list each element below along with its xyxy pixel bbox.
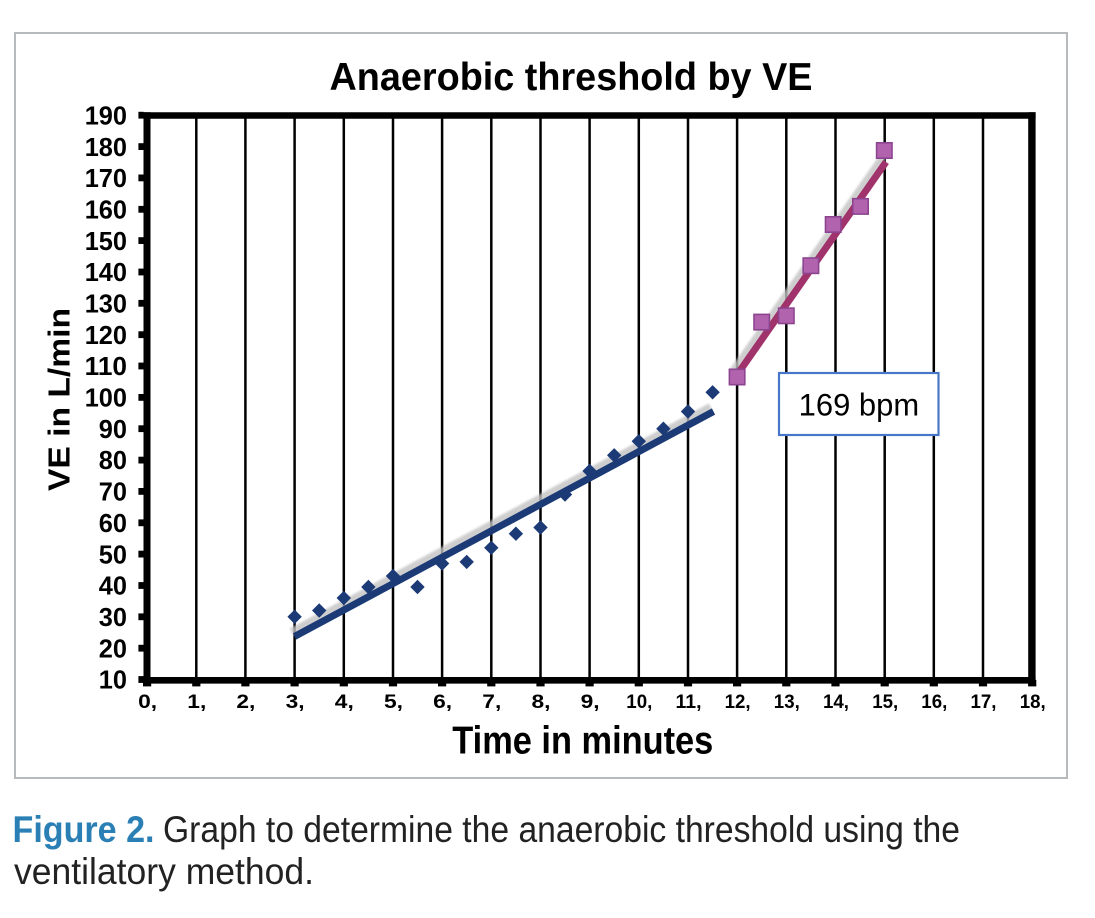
svg-text:5,: 5, (384, 692, 403, 713)
svg-text:10,: 10, (626, 692, 652, 713)
svg-text:Time in minutes: Time in minutes (452, 720, 713, 763)
svg-text:4,: 4, (335, 692, 354, 713)
svg-text:15,: 15, (872, 692, 898, 713)
svg-text:17,: 17, (971, 692, 997, 713)
svg-text:13,: 13, (774, 692, 800, 713)
svg-text:VE in L/min: VE in L/min (43, 308, 77, 491)
svg-text:ventilatory method.: ventilatory method. (14, 851, 314, 892)
svg-text:10: 10 (99, 667, 127, 695)
svg-text:Graph to determine the anaerob: Graph to determine the anaerobic thresho… (163, 809, 960, 850)
svg-text:14,: 14, (823, 692, 849, 713)
svg-text:80: 80 (99, 447, 127, 475)
svg-text:Anaerobic threshold by VE: Anaerobic threshold by VE (330, 56, 813, 99)
svg-text:180: 180 (85, 134, 127, 162)
svg-text:120: 120 (85, 322, 127, 350)
svg-text:0,: 0, (138, 692, 157, 713)
svg-text:9,: 9, (581, 692, 600, 713)
svg-text:100: 100 (85, 385, 127, 413)
svg-text:70: 70 (99, 479, 127, 507)
svg-text:12,: 12, (725, 692, 751, 713)
svg-text:2,: 2, (236, 692, 255, 713)
svg-text:7,: 7, (482, 692, 501, 713)
svg-text:170: 170 (85, 165, 127, 193)
svg-text:20: 20 (99, 635, 127, 663)
svg-text:110: 110 (85, 353, 127, 381)
svg-text:50: 50 (99, 541, 127, 569)
svg-text:40: 40 (99, 573, 127, 601)
svg-text:8,: 8, (532, 692, 551, 713)
svg-text:140: 140 (85, 259, 127, 287)
svg-text:3,: 3, (286, 692, 305, 713)
svg-text:6,: 6, (433, 692, 452, 713)
svg-text:169 bpm: 169 bpm (799, 387, 920, 423)
svg-text:60: 60 (99, 510, 127, 538)
svg-text:16,: 16, (921, 692, 947, 713)
svg-text:90: 90 (99, 416, 127, 444)
svg-text:130: 130 (85, 291, 127, 319)
svg-text:30: 30 (99, 604, 127, 632)
svg-text:160: 160 (85, 197, 127, 225)
svg-text:1,: 1, (187, 692, 206, 713)
svg-text:18,: 18, (1020, 692, 1046, 713)
svg-text:150: 150 (85, 228, 127, 256)
svg-text:11,: 11, (676, 692, 702, 713)
svg-text:190: 190 (85, 102, 127, 130)
svg-text:Figure 2.: Figure 2. (13, 809, 155, 850)
